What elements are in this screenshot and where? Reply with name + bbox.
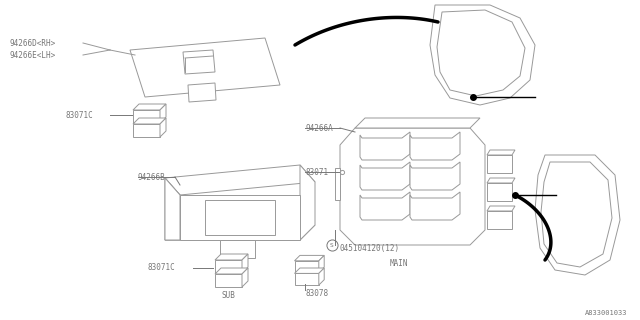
Polygon shape: [133, 110, 160, 123]
Polygon shape: [183, 50, 215, 74]
Polygon shape: [410, 132, 460, 160]
Polygon shape: [205, 200, 275, 235]
Polygon shape: [180, 195, 300, 240]
Polygon shape: [160, 118, 166, 137]
Polygon shape: [487, 211, 512, 229]
Polygon shape: [294, 261, 319, 273]
Text: MAIN: MAIN: [390, 259, 408, 268]
Polygon shape: [535, 155, 620, 275]
Polygon shape: [487, 150, 515, 155]
Polygon shape: [160, 104, 166, 123]
Text: 83071C: 83071C: [65, 110, 93, 119]
Polygon shape: [188, 83, 216, 102]
Polygon shape: [165, 165, 315, 195]
Polygon shape: [133, 104, 166, 110]
Polygon shape: [430, 5, 535, 105]
Polygon shape: [410, 162, 460, 190]
Text: A833001033: A833001033: [585, 310, 627, 316]
Text: SUB: SUB: [222, 292, 236, 300]
Text: 94266B: 94266B: [138, 172, 166, 181]
Text: 045104120(12): 045104120(12): [340, 244, 400, 252]
Polygon shape: [294, 273, 319, 285]
Polygon shape: [215, 274, 242, 287]
Polygon shape: [487, 183, 512, 201]
Text: 94266A: 94266A: [305, 124, 333, 132]
Polygon shape: [487, 178, 515, 183]
Text: 83078: 83078: [305, 289, 328, 298]
Polygon shape: [487, 155, 512, 173]
Polygon shape: [242, 254, 248, 273]
Polygon shape: [130, 38, 280, 97]
Polygon shape: [294, 268, 324, 273]
Polygon shape: [410, 192, 460, 220]
Text: S: S: [330, 243, 334, 247]
Text: 83071: 83071: [305, 167, 328, 177]
Polygon shape: [165, 178, 180, 240]
Text: 94266E<LH>: 94266E<LH>: [10, 51, 56, 60]
Polygon shape: [133, 124, 160, 137]
Text: 83071C: 83071C: [148, 263, 176, 273]
Polygon shape: [355, 118, 480, 128]
Polygon shape: [220, 240, 255, 258]
Polygon shape: [319, 268, 324, 285]
Polygon shape: [242, 268, 248, 287]
Polygon shape: [215, 254, 248, 260]
Polygon shape: [300, 165, 315, 240]
Polygon shape: [487, 206, 515, 211]
Text: 94266D<RH>: 94266D<RH>: [10, 38, 56, 47]
Polygon shape: [133, 118, 166, 124]
Polygon shape: [165, 225, 315, 240]
Polygon shape: [319, 255, 324, 273]
Polygon shape: [294, 255, 324, 261]
Polygon shape: [215, 260, 242, 273]
Polygon shape: [360, 192, 410, 220]
Polygon shape: [360, 132, 410, 160]
Polygon shape: [215, 268, 248, 274]
Polygon shape: [340, 128, 485, 245]
Polygon shape: [360, 162, 410, 190]
Polygon shape: [335, 168, 340, 200]
Polygon shape: [165, 178, 180, 240]
